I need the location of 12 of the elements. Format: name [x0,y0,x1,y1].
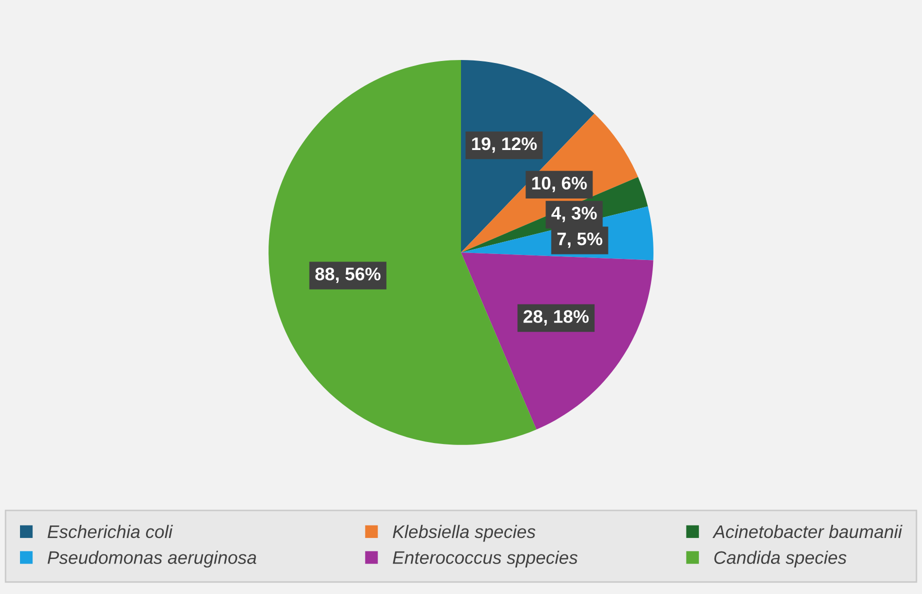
data-label: 7, 5% [557,232,602,248]
legend-label: Escherichia coli [48,524,173,538]
legend-label: Pseudomonas aeruginosa [48,550,256,568]
data-label: 4, 3% [551,206,597,222]
data-label: 10, 6% [532,176,587,192]
legend-label: Enterococcus sppecies [392,550,578,568]
data-label: 19, 12% [472,137,537,153]
legend-label: Candida species [714,550,846,568]
data-label: 28, 18% [524,310,589,326]
data-label: 88, 56% [315,268,381,284]
legend-label: Klebsiella species [392,524,536,542]
legend-label: Acinetobacter baumanii [712,524,902,538]
